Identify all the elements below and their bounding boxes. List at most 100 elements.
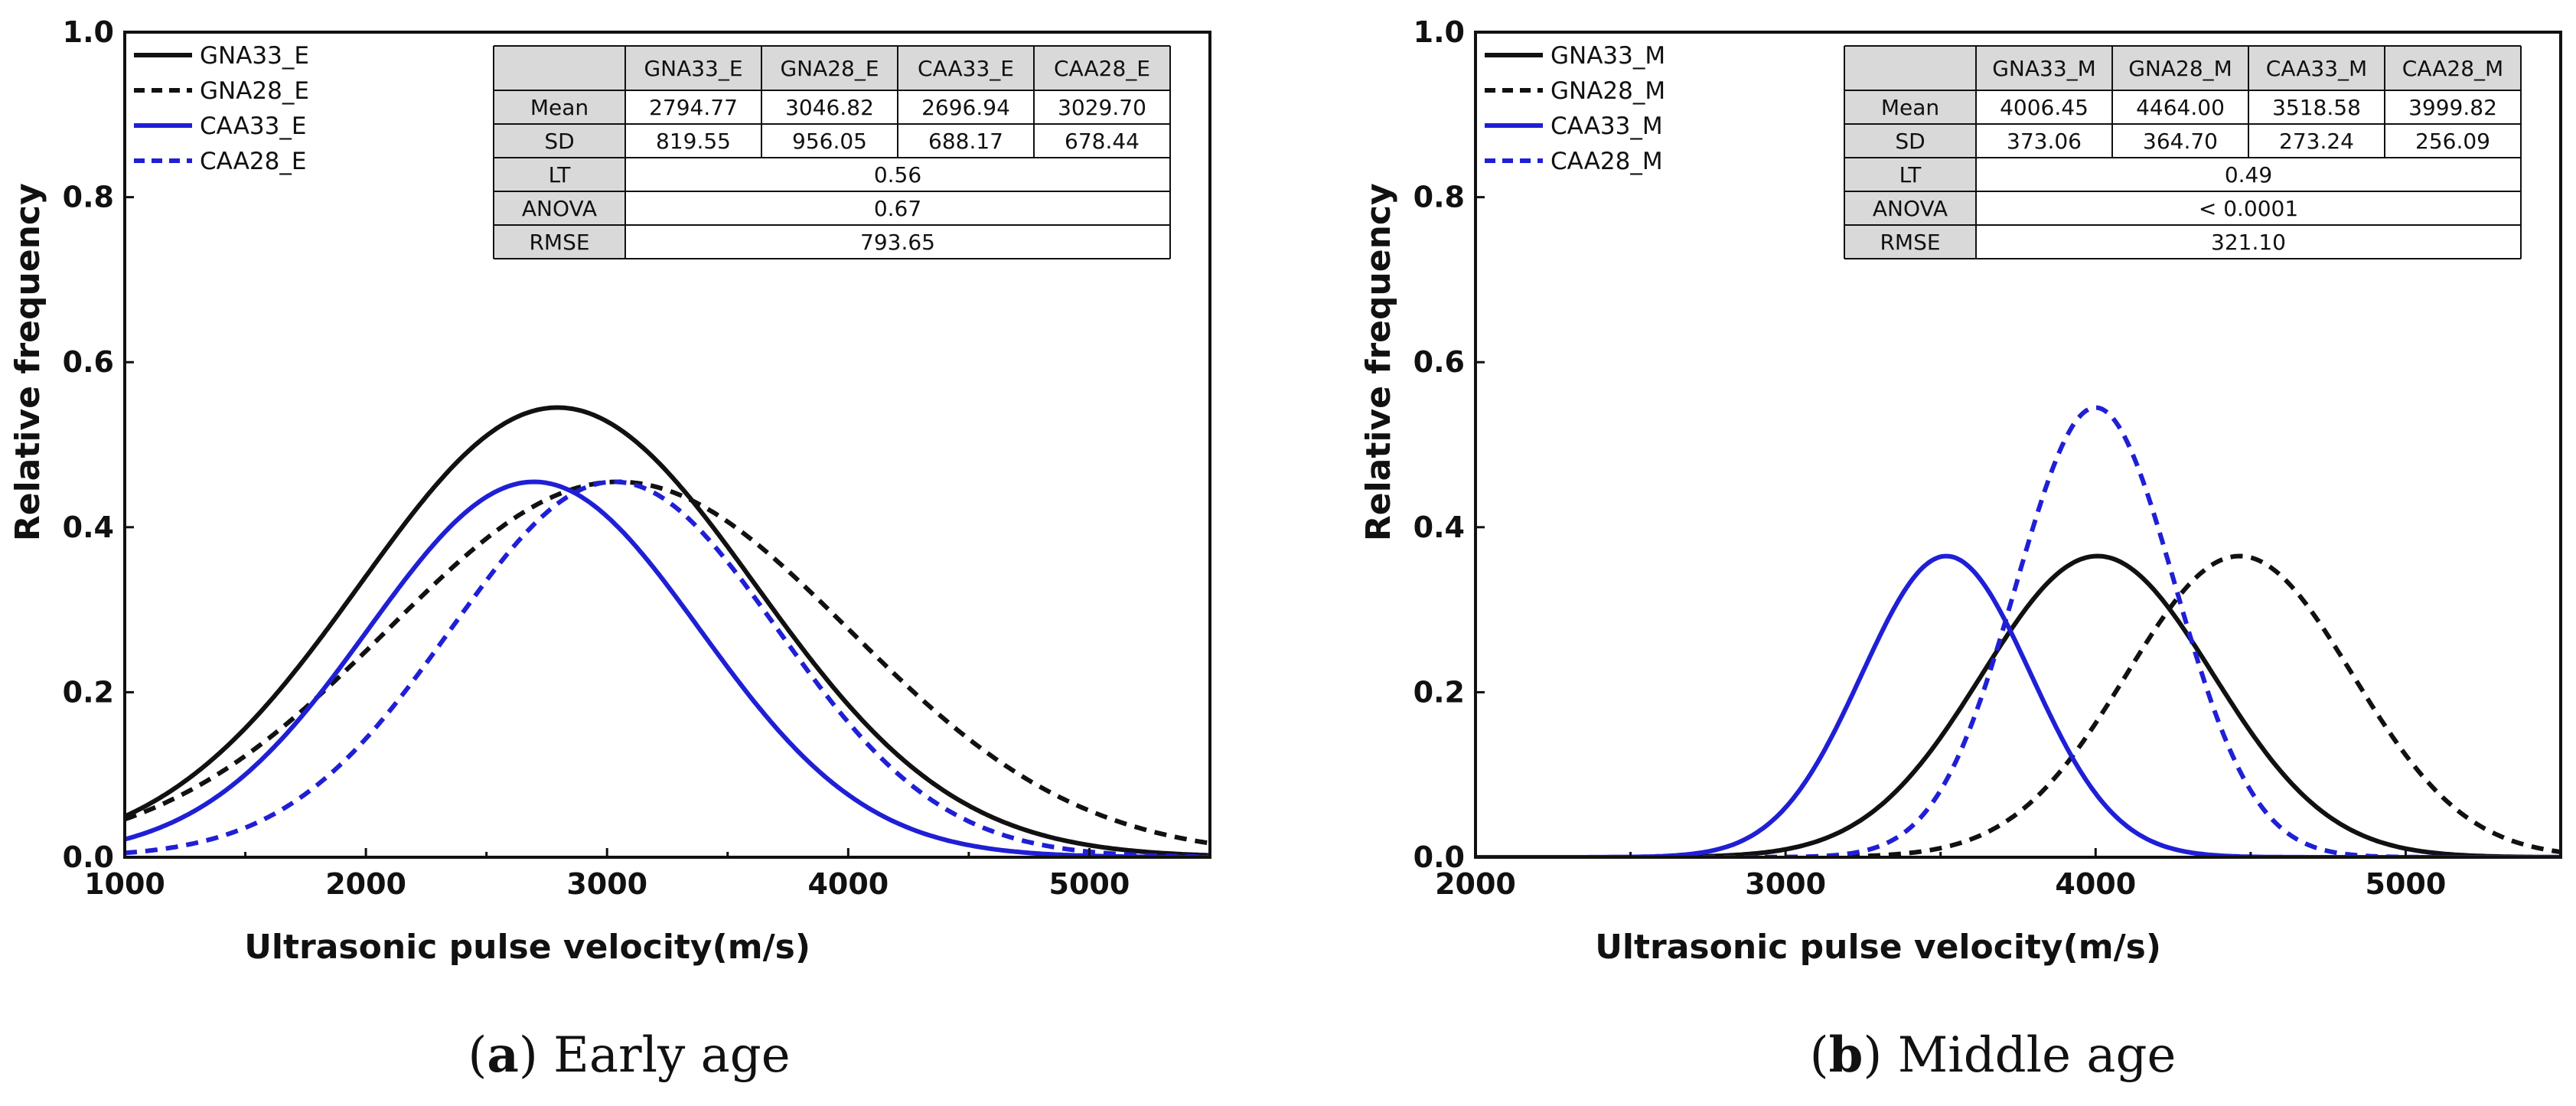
table-cell: 3029.70 <box>1058 95 1146 120</box>
table-cell: 4006.45 <box>2000 95 2089 120</box>
y-tick-label: 1.0 <box>1414 15 1465 49</box>
x-tick-label: 5000 <box>1049 867 1130 901</box>
plot-frame <box>123 31 1211 859</box>
y-tick-label: 0.2 <box>63 675 114 709</box>
y-tick-label: 0.6 <box>1414 345 1465 379</box>
legend-label-CAA28_M: CAA28_M <box>1550 148 1663 175</box>
table-row-label: RMSE <box>529 230 589 255</box>
x-tick-label: 1000 <box>84 867 165 901</box>
table-span-cell: < 0.0001 <box>2199 196 2298 221</box>
y-tick-label: 0.6 <box>63 345 114 379</box>
table-header-cell: CAA33_E <box>918 56 1014 81</box>
legend-label-GNA33_E: GNA33_E <box>200 42 309 70</box>
table-cell: 3999.82 <box>2408 95 2497 120</box>
series-group <box>1475 405 2561 857</box>
caption-letter: b <box>1829 1026 1864 1084</box>
legend: GNA33_E GNA28_E CAA33_E CAA28_E <box>134 42 309 175</box>
table-span-cell: 0.49 <box>2225 162 2272 188</box>
table-row-label: Mean <box>1881 95 1939 120</box>
table-row-label: RMSE <box>1880 230 1940 255</box>
x-tick-label: 5000 <box>2366 867 2447 901</box>
table-label-col-fill <box>494 46 625 259</box>
table-header-cell: CAA28_E <box>1054 56 1150 81</box>
series-line-GNA33_M <box>1475 553 2561 857</box>
caption-text: Middle age <box>1898 1027 2177 1084</box>
stats-table: GNA33_E GNA28_E CAA33_E CAA28_E Mean 2794.77 3… <box>493 45 1171 259</box>
legend-label-CAA33_E: CAA33_E <box>200 113 306 140</box>
table-cell: 373.06 <box>2007 129 2082 154</box>
table-row-label: Mean <box>530 95 589 120</box>
x-tick-label: 2000 <box>1435 867 1516 901</box>
table-header-cell: CAA28_M <box>2402 56 2503 81</box>
table-cell: 3518.58 <box>2272 95 2361 120</box>
series-line-GNA28_E <box>125 479 1210 846</box>
figure-caption: (a) Early age <box>468 1026 790 1084</box>
plot-frame <box>1474 31 2562 859</box>
x-tick-label: 3000 <box>1745 867 1826 901</box>
table-cell: 273.24 <box>2279 129 2354 154</box>
chart-b: 0.0 0.2 0.4 0.6 0.8 1.0 2000 3000 4000 5000 Ultras… <box>1359 15 2562 1084</box>
table-span-cell: 793.65 <box>860 230 935 255</box>
legend-label-GNA33_M: GNA33_M <box>1550 42 1665 70</box>
table-row-label: LT <box>1899 162 1922 188</box>
y-tick-label: 0.0 <box>1414 840 1465 874</box>
x-tick-label: 3000 <box>566 867 647 901</box>
legend-label-GNA28_E: GNA28_E <box>200 77 309 105</box>
table-label-col-fill <box>1844 46 1976 259</box>
table-header-cell: GNA28_E <box>780 56 879 81</box>
table-header-cell: GNA28_M <box>2128 56 2232 81</box>
y-tick-label: 0.0 <box>63 840 114 874</box>
table-header-cell: CAA33_M <box>2266 56 2367 81</box>
y-tick-label: 0.4 <box>63 511 114 544</box>
x-axis-title: Ultrasonic pulse velocity(m/s) <box>244 928 810 967</box>
series-line-CAA33_M <box>1475 553 2561 857</box>
series-line-CAA28_M <box>1475 405 2561 857</box>
y-tick-label: 0.8 <box>63 181 114 214</box>
legend-label-GNA28_M: GNA28_M <box>1550 77 1665 105</box>
table-cell: 4464.00 <box>2136 95 2225 120</box>
series-line-GNA33_E <box>125 405 1210 857</box>
table-cell: 364.70 <box>2143 129 2218 154</box>
table-row-label: SD <box>544 129 574 154</box>
table-row-label: ANOVA <box>1873 196 1948 221</box>
caption-paren-open: ( <box>1810 1027 1829 1084</box>
x-tick-label: 2000 <box>325 867 406 901</box>
y-tick-label: 1.0 <box>63 15 114 49</box>
table-row-label: ANOVA <box>522 196 597 221</box>
table-row-label: SD <box>1895 129 1925 154</box>
caption-letter: a <box>487 1026 518 1084</box>
chart-a: 0.0 0.2 0.4 0.6 0.8 1.0 1000 2000 3000 4000 5000 Ul… <box>8 15 1211 1084</box>
legend-label-CAA28_E: CAA28_E <box>200 148 306 175</box>
table-span-cell: 0.67 <box>874 196 921 221</box>
series-line-CAA28_E <box>125 479 1210 857</box>
x-tick-label: 4000 <box>2055 867 2136 901</box>
x-axis-title: Ultrasonic pulse velocity(m/s) <box>1595 928 2161 967</box>
y-tick-label: 0.4 <box>1414 511 1465 544</box>
caption-text: Early age <box>553 1027 790 1084</box>
table-cell: 956.05 <box>792 129 867 154</box>
y-axis-title: Relative frequency <box>1359 183 1398 541</box>
figure-caption: (b) Middle age <box>1810 1026 2177 1084</box>
table-cell: 3046.82 <box>785 95 874 120</box>
table-header-cell: GNA33_E <box>644 56 742 81</box>
legend-label-CAA33_M: CAA33_M <box>1550 113 1663 140</box>
series-line-CAA33_E <box>125 479 1210 857</box>
table-cell: 688.17 <box>928 129 1003 154</box>
y-axis-title: Relative frequency <box>8 183 47 541</box>
x-tick-label: 4000 <box>807 867 889 901</box>
series-group <box>125 405 1210 857</box>
caption-paren-open: ( <box>468 1027 487 1084</box>
y-tick-label: 0.2 <box>1414 675 1465 709</box>
table-cell: 256.09 <box>2415 129 2490 154</box>
table-span-cell: 321.10 <box>2211 230 2286 255</box>
series-line-GNA28_M <box>1475 553 2561 857</box>
table-span-cell: 0.56 <box>874 162 921 188</box>
table-cell: 678.44 <box>1065 129 1140 154</box>
caption-paren-close: ) <box>519 1027 553 1084</box>
table-cell: 819.55 <box>656 129 731 154</box>
table-row-label: LT <box>549 162 572 188</box>
stats-table: GNA33_M GNA28_M CAA33_M CAA28_M Mean 4006.45 4… <box>1844 45 2522 259</box>
caption-paren-close: ) <box>1863 1027 1897 1084</box>
table-cell: 2794.77 <box>649 95 738 120</box>
